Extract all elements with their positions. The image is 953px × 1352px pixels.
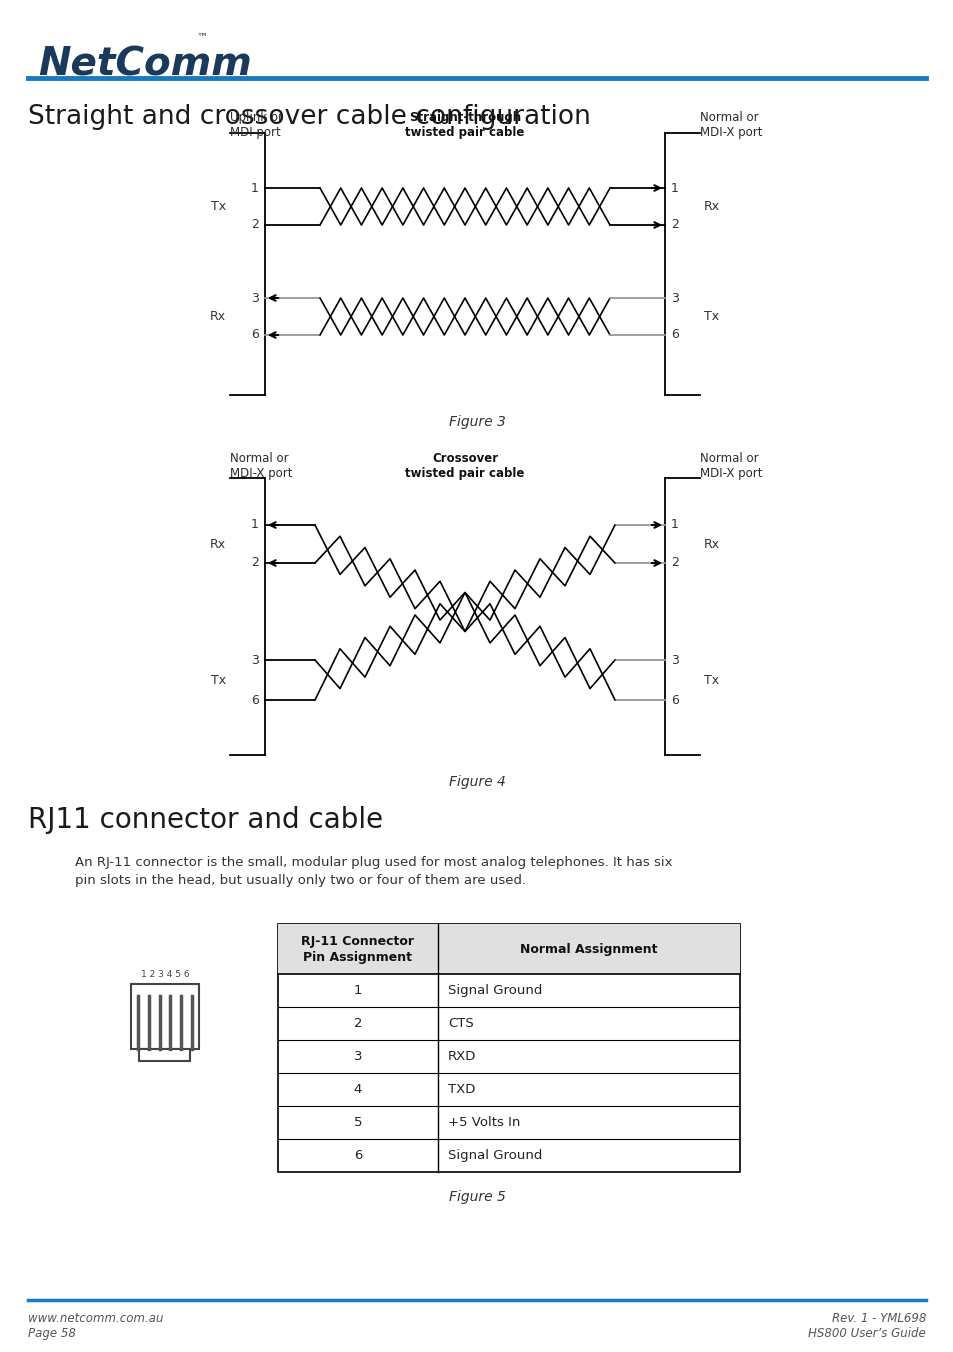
- Text: Straight-through
twisted pair cable: Straight-through twisted pair cable: [405, 111, 524, 139]
- Text: Normal or
MDI-X port: Normal or MDI-X port: [700, 111, 761, 139]
- Text: RXD: RXD: [448, 1051, 476, 1063]
- Text: Crossover
twisted pair cable: Crossover twisted pair cable: [405, 452, 524, 480]
- Text: Rx: Rx: [210, 538, 226, 550]
- Text: Tx: Tx: [703, 310, 719, 323]
- Text: Tx: Tx: [703, 673, 719, 687]
- Text: Signal Ground: Signal Ground: [448, 1149, 542, 1161]
- Bar: [139, 1049, 191, 1061]
- Text: 1: 1: [670, 519, 679, 531]
- Text: 1: 1: [251, 181, 258, 195]
- Text: 3: 3: [354, 1051, 362, 1063]
- Text: 3: 3: [251, 653, 258, 667]
- Text: Figure 5: Figure 5: [448, 1190, 505, 1205]
- Text: 1 2 3 4 5 6: 1 2 3 4 5 6: [140, 969, 189, 979]
- Text: An RJ-11 connector is the small, modular plug used for most analog telephones. I: An RJ-11 connector is the small, modular…: [75, 856, 672, 887]
- Text: 1: 1: [354, 984, 362, 996]
- Text: Normal or
MDI-X port: Normal or MDI-X port: [700, 452, 761, 480]
- Text: 6: 6: [670, 329, 679, 342]
- Text: 2: 2: [251, 557, 258, 569]
- Text: 2: 2: [251, 219, 258, 231]
- Text: CTS: CTS: [448, 1017, 474, 1030]
- Text: 6: 6: [354, 1149, 362, 1161]
- Text: TXD: TXD: [448, 1083, 475, 1096]
- Text: Tx: Tx: [211, 200, 226, 214]
- Bar: [277, 923, 740, 973]
- Text: 4: 4: [354, 1083, 362, 1096]
- Text: NetComm: NetComm: [38, 46, 252, 84]
- Text: Figure 4: Figure 4: [448, 775, 505, 790]
- Text: www.netcomm.com.au
Page 58: www.netcomm.com.au Page 58: [28, 1311, 163, 1340]
- Text: Normal or
MDI-X port: Normal or MDI-X port: [230, 452, 293, 480]
- Text: RJ11 connector and cable: RJ11 connector and cable: [28, 806, 383, 834]
- Text: Normal Assignment: Normal Assignment: [519, 942, 657, 956]
- Text: 3: 3: [670, 653, 679, 667]
- Text: 6: 6: [670, 694, 679, 707]
- Text: Figure 3: Figure 3: [448, 415, 505, 429]
- Text: Rev. 1 - YML698
HS800 User’s Guide: Rev. 1 - YML698 HS800 User’s Guide: [807, 1311, 925, 1340]
- Bar: [131, 984, 199, 1049]
- Text: 6: 6: [251, 329, 258, 342]
- Text: Straight and crossover cable configuration: Straight and crossover cable configurati…: [28, 104, 590, 130]
- Text: 6: 6: [251, 694, 258, 707]
- Text: Rx: Rx: [703, 538, 720, 550]
- Text: 1: 1: [670, 181, 679, 195]
- Text: 2: 2: [354, 1017, 362, 1030]
- Bar: [277, 923, 740, 1172]
- Text: Rx: Rx: [210, 310, 226, 323]
- Text: ™: ™: [195, 32, 207, 43]
- Text: Signal Ground: Signal Ground: [448, 984, 542, 996]
- Text: 2: 2: [670, 219, 679, 231]
- Text: RJ-11 Connector
Pin Assignment: RJ-11 Connector Pin Assignment: [301, 934, 414, 964]
- Text: 2: 2: [670, 557, 679, 569]
- Text: Tx: Tx: [211, 673, 226, 687]
- Text: 5: 5: [354, 1115, 362, 1129]
- Text: Rx: Rx: [703, 200, 720, 214]
- Text: 3: 3: [670, 292, 679, 304]
- Text: 1: 1: [251, 519, 258, 531]
- Text: Uplink or
MDI port: Uplink or MDI port: [230, 111, 283, 139]
- Text: 3: 3: [251, 292, 258, 304]
- Text: +5 Volts In: +5 Volts In: [448, 1115, 519, 1129]
